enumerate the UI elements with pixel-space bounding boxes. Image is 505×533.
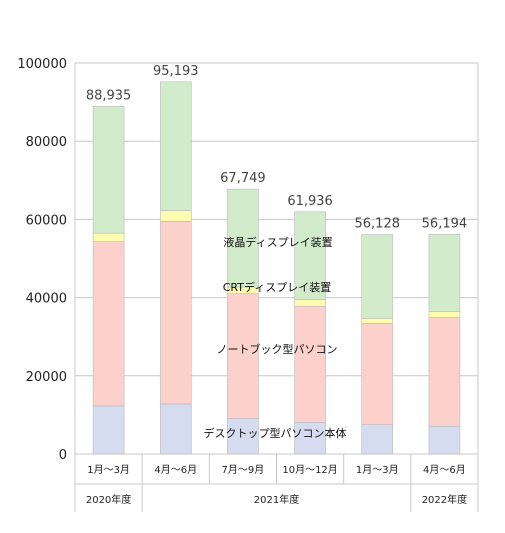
bar-segment bbox=[428, 317, 461, 427]
bar-segment bbox=[428, 233, 461, 312]
bar-segment bbox=[92, 105, 125, 234]
bar-segment bbox=[428, 425, 461, 455]
y-tick-label: 0 bbox=[59, 448, 67, 463]
x-axis-categories: 1月～3月 4月～6月 7月～9月 10月～12月 1月～3月 4月～6月 2020年度 20… bbox=[86, 464, 467, 506]
bar-segment bbox=[428, 311, 461, 318]
bar-segment bbox=[159, 221, 192, 405]
grid-lines bbox=[74, 62, 479, 512]
bar-segment bbox=[294, 305, 326, 423]
bar-segment bbox=[361, 318, 394, 324]
bar-total-label: 88,935 bbox=[86, 88, 132, 103]
year-group-label: 2020年度 bbox=[86, 493, 131, 506]
bar-segment bbox=[159, 403, 192, 455]
y-tick-label: 40000 bbox=[26, 292, 67, 307]
bar-segment bbox=[159, 81, 192, 211]
bar-total-label: 56,128 bbox=[355, 217, 401, 232]
bar-segment bbox=[159, 210, 192, 222]
bar-segment bbox=[227, 293, 259, 419]
series-label: CRTディスプレイ装置 bbox=[223, 280, 331, 294]
y-tick-label: 80000 bbox=[26, 135, 67, 150]
bar-total-label: 61,936 bbox=[287, 194, 333, 209]
bar-segment bbox=[294, 299, 326, 307]
bar-total-label: 95,193 bbox=[153, 64, 199, 79]
x-category-label: 4月～6月 bbox=[423, 464, 466, 476]
y-tick-label: 60000 bbox=[26, 213, 67, 228]
bar-segment bbox=[92, 405, 125, 455]
bar-segment bbox=[227, 188, 259, 288]
bar-segment bbox=[361, 424, 394, 455]
bar-segment bbox=[227, 418, 259, 455]
x-category-label: 7月～9月 bbox=[222, 464, 265, 476]
y-tick-label: 20000 bbox=[26, 370, 67, 385]
bar-segment bbox=[361, 234, 394, 319]
y-axis: 0 20000 40000 60000 80000 100000 bbox=[17, 57, 67, 463]
x-category-label: 10月～12月 bbox=[282, 464, 337, 476]
series-label: デスクトップ型パソコン本体 bbox=[204, 426, 347, 440]
bar-total-label: 56,194 bbox=[422, 216, 468, 231]
bar-segment bbox=[92, 232, 125, 242]
total-labels: 88,935 95,193 67,749 61,936 56,128 56,194 bbox=[86, 64, 467, 232]
x-category-label: 1月～3月 bbox=[87, 464, 130, 476]
x-category-label: 1月～3月 bbox=[356, 464, 399, 476]
series-label: 液晶ディスプレイ装置 bbox=[223, 235, 332, 249]
bar-total-label: 67,749 bbox=[220, 171, 266, 186]
bars bbox=[92, 81, 461, 455]
year-group-label: 2022年度 bbox=[422, 493, 467, 506]
bar-segment bbox=[361, 323, 394, 425]
series-label: ノートブック型パソコン bbox=[217, 342, 338, 356]
x-category-label: 4月～6月 bbox=[154, 464, 197, 476]
bar-segment bbox=[294, 211, 326, 300]
y-tick-label: 100000 bbox=[17, 57, 67, 72]
year-group-label: 2021年度 bbox=[254, 493, 299, 506]
bar-segment bbox=[92, 241, 125, 407]
